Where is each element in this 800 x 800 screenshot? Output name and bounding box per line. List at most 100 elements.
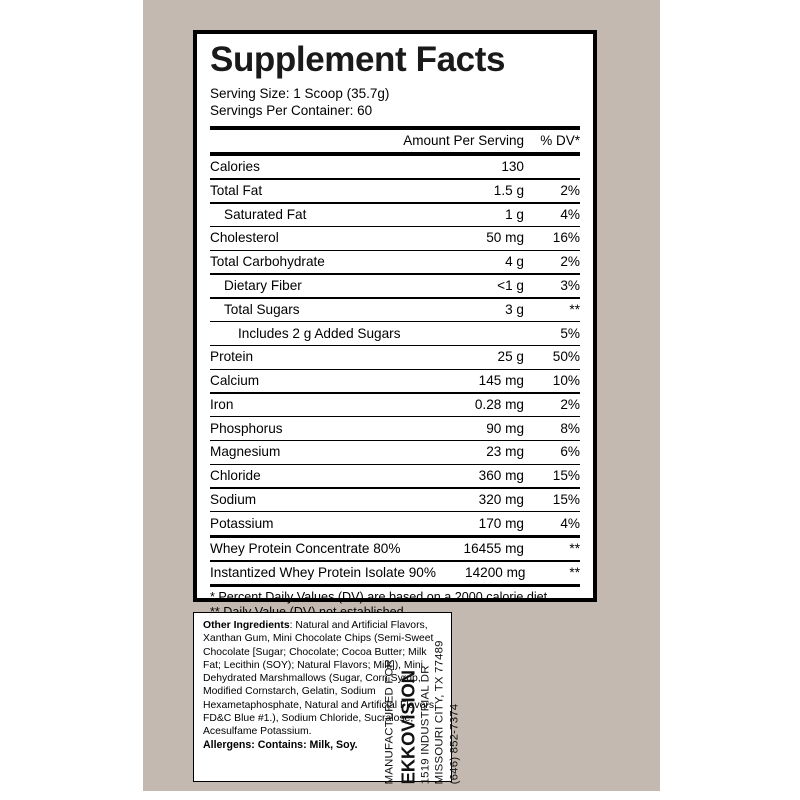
nutrient-amount: 23 mg	[486, 444, 524, 460]
nutrient-row: Saturated Fat 1 g 4%	[210, 204, 580, 226]
percent-dv-header: % DV*	[540, 133, 580, 148]
nutrient-percent-dv: 4%	[560, 206, 580, 222]
nutrient-row: Calories 130	[210, 156, 580, 178]
nutrient-percent-dv: 4%	[560, 515, 580, 531]
nutrient-row-list: Calories 130 Total Fat 1.5 g 2% Saturated Fat…	[210, 156, 580, 535]
nutrient-percent-dv: 15%	[552, 491, 580, 507]
nutrient-row: Instantized Whey Protein Isolate 90% 1420…	[210, 562, 580, 584]
ingredients-body: : Natural and Artificial Flavors, Xantha…	[203, 620, 437, 738]
row-divider	[210, 178, 580, 180]
address-city-state-zip: MISSOURI CITY, TX 77489	[433, 639, 446, 784]
row-divider	[210, 392, 580, 394]
nutrient-name: Dietary Fiber	[224, 278, 302, 294]
nutrient-name: Sodium	[210, 491, 257, 507]
nutrient-percent-dv: 3%	[560, 278, 580, 294]
nutrient-percent-dv: 2%	[560, 254, 580, 270]
divider-thick-top	[210, 126, 580, 130]
nutrient-percent-dv: 2%	[560, 396, 580, 412]
row-divider	[210, 463, 580, 465]
row-divider	[210, 560, 580, 562]
nutrient-name: Protein	[210, 349, 254, 365]
nutrient-amount: 0.28 mg	[474, 396, 524, 412]
serving-size: Serving Size: 1 Scoop (35.7g)	[210, 86, 390, 101]
row-divider	[210, 297, 580, 299]
nutrient-amount: 25 g	[497, 349, 524, 365]
nutrient-percent-dv: 50%	[552, 349, 580, 365]
serving-information: Serving Size: 1 Scoop (35.7g) Servings P…	[210, 86, 580, 119]
nutrient-name: Calories	[210, 159, 260, 175]
nutrient-row: Total Sugars 3 g **	[210, 299, 580, 321]
row-divider	[210, 202, 580, 204]
servings-per-container: Servings Per Container: 60	[210, 102, 373, 118]
brand-name: EKKOVISION	[397, 669, 419, 784]
nutrient-percent-dv: 8%	[560, 420, 580, 436]
nutrient-name: Cholesterol	[210, 230, 279, 246]
nutrient-amount: 4 g	[505, 254, 524, 270]
row-divider	[210, 439, 580, 442]
nutrient-row: Phosphorus 90 mg 8%	[210, 417, 580, 439]
divider-thick-header	[210, 152, 580, 156]
nutrient-percent-dv: **	[569, 541, 580, 557]
nutrient-row: Dietary Fiber <1 g 3%	[210, 275, 580, 297]
row-divider	[210, 416, 580, 418]
nutrient-amount: 130	[501, 159, 524, 175]
nutrient-percent-dv: **	[569, 301, 580, 317]
nutrient-name: Includes 2 g Added Sugars	[238, 325, 401, 341]
nutrient-amount: <1 g	[497, 278, 524, 294]
row-divider	[210, 511, 580, 513]
nutrient-name: Total Fat	[210, 182, 263, 198]
nutrient-name: Whey Protein Concentrate 80%	[210, 541, 401, 557]
row-divider	[210, 487, 580, 489]
nutrient-name: Iron	[210, 396, 234, 412]
phone-number: (646) 852-7374	[448, 703, 461, 784]
nutrient-amount: 90 mg	[486, 420, 524, 436]
nutrient-amount: 145 mg	[478, 373, 524, 389]
row-divider	[210, 368, 580, 370]
nutrient-amount: 3 g	[505, 301, 524, 317]
nutrient-percent-dv: 2%	[560, 182, 580, 198]
allergen-statement: Allergens: Contains: Milk, Soy.	[203, 738, 358, 751]
nutrient-row: Cholesterol 50 mg 16%	[210, 227, 580, 249]
nutrient-row: Chloride 360 mg 15%	[210, 465, 580, 487]
nutrient-row: Protein 25 g 50%	[210, 346, 580, 368]
other-ingredients-box: Other Ingredients: Natural and Artificia…	[193, 612, 452, 782]
nutrient-name: Chloride	[210, 468, 261, 484]
nutrient-percent-dv: **	[569, 564, 580, 580]
nutrient-amount: 1.5 g	[493, 182, 524, 198]
nutrient-row: Total Fat 1.5 g 2%	[210, 180, 580, 202]
nutrient-row: Whey Protein Concentrate 80% 16455 mg **	[210, 538, 580, 560]
nutrient-amount: 170 mg	[478, 515, 524, 531]
nutrient-amount: 1 g	[505, 206, 524, 222]
nutrient-name: Phosphorus	[210, 420, 283, 436]
nutrient-name: Total Sugars	[224, 301, 300, 317]
panel-title: Supplement Facts	[210, 40, 506, 79]
nutrient-percent-dv: 15%	[552, 468, 580, 484]
supplement-facts-panel: Supplement Facts Serving Size: 1 Scoop (…	[193, 30, 597, 619]
column-headers: Amount Per Serving % DV*	[210, 130, 580, 152]
footnote-daily-values: * Percent Daily Values (DV) are based on…	[210, 590, 548, 604]
nutrient-amount: 14200 mg	[465, 564, 526, 580]
nutrient-row: Calcium 145 mg 10%	[210, 370, 580, 392]
row-divider	[210, 320, 580, 323]
row-divider	[210, 273, 580, 275]
ingredients-heading: Other Ingredients	[203, 620, 290, 631]
divider-footnotes	[210, 584, 580, 587]
nutrient-percent-dv: 10%	[552, 373, 580, 389]
nutrient-name: Calcium	[210, 373, 260, 389]
manufacturer-block: MANUFACTURED FOR EKKOVISION 1519 INDUSTR…	[384, 612, 582, 784]
nutrient-row: Iron 0.28 mg 2%	[210, 394, 580, 416]
address-street: 1519 INDUSTRIAL DR	[419, 664, 432, 784]
nutrient-amount: 50 mg	[486, 230, 524, 246]
nutrient-percent-dv: 16%	[552, 230, 580, 246]
nutrient-amount: 320 mg	[478, 491, 524, 507]
nutrient-percent-dv: 5%	[560, 325, 580, 341]
nutrient-row: Total Carbohydrate 4 g 2%	[210, 251, 580, 273]
nutrient-amount: 16455 mg	[463, 541, 524, 557]
nutrient-name: Total Carbohydrate	[210, 254, 325, 270]
nutrient-row: Magnesium 23 mg 6%	[210, 441, 580, 463]
manufactured-for-label: MANUFACTURED FOR	[383, 658, 396, 784]
nutrient-name: Magnesium	[210, 444, 281, 460]
ingredients-paragraph: Other Ingredients: Natural and Artificia…	[203, 619, 443, 739]
nutrient-name: Saturated Fat	[224, 206, 307, 222]
